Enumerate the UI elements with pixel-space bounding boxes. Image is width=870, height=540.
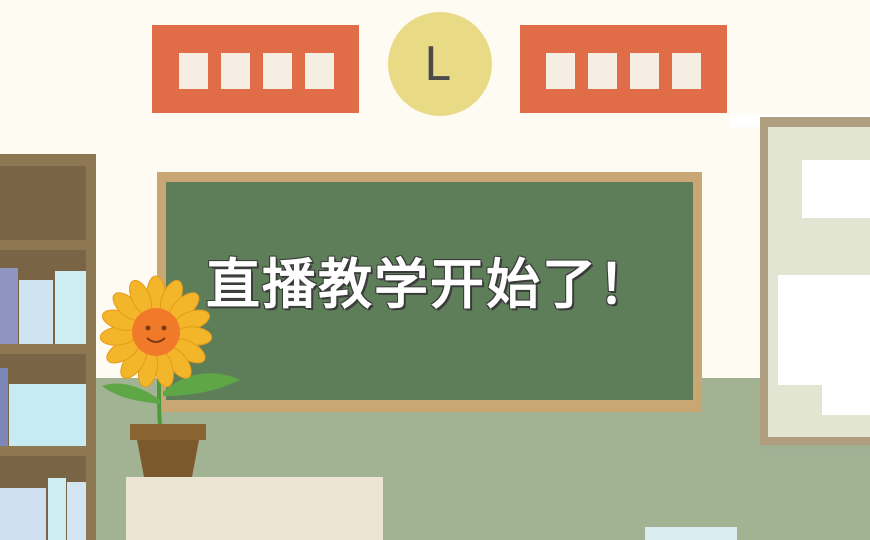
- sunflower-head: [99, 275, 213, 388]
- book: [48, 478, 66, 540]
- board-heading: 直播教学开始了！: [206, 253, 654, 316]
- book: [55, 271, 86, 344]
- book: [9, 384, 86, 446]
- right-banner: [520, 25, 727, 113]
- book: [19, 280, 53, 344]
- left-banner: [152, 25, 359, 113]
- bookshelf: [0, 154, 96, 540]
- chalkboard: [157, 172, 702, 412]
- clock-label: L: [424, 37, 450, 91]
- book: [0, 488, 46, 540]
- floor-item: [645, 527, 737, 540]
- book: [0, 368, 8, 446]
- flower-pot: [130, 424, 206, 477]
- book: [67, 482, 86, 540]
- right-window-panel: [730, 115, 870, 455]
- sunflower-plant: [99, 275, 240, 426]
- book: [0, 268, 18, 344]
- clock-icon: L: [388, 12, 492, 116]
- desk: [126, 477, 383, 540]
